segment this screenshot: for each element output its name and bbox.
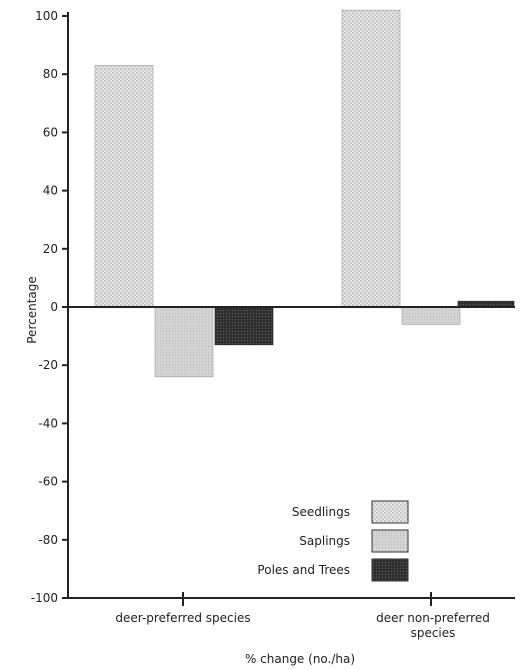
y-tick-label: 100 <box>35 9 58 23</box>
bar-saplings <box>401 306 461 325</box>
y-tick-label: 0 <box>50 300 58 314</box>
x-axis-label: % change (no./ha) <box>245 652 355 666</box>
y-tick-label: 40 <box>43 184 58 198</box>
y-tick-label: 20 <box>43 242 58 256</box>
y-tick-label: -60 <box>38 475 58 489</box>
bar-seedlings <box>341 9 401 308</box>
y-tick-label: 80 <box>43 67 58 81</box>
bar-seedlings <box>94 65 154 308</box>
bars <box>94 9 515 378</box>
y-tick-label: 60 <box>43 125 58 139</box>
legend-label: Poles and Trees <box>257 563 350 577</box>
bar-saplings <box>154 306 214 378</box>
category-label: deer non-preferred species <box>376 611 490 640</box>
legend-swatch <box>371 558 409 582</box>
legend-label: Saplings <box>299 534 350 548</box>
y-tick-label: -40 <box>38 416 58 430</box>
category-label: deer-preferred species <box>115 611 250 625</box>
y-tick-label: -20 <box>38 358 58 372</box>
y-axis-label: Percentage <box>25 276 39 344</box>
legend: Seedlings Saplings Poles and Trees <box>257 500 409 582</box>
bar-poles-and-trees <box>214 306 274 346</box>
legend-swatch <box>371 529 409 553</box>
legend-swatch <box>371 500 409 524</box>
y-tick-label: -100 <box>31 591 58 605</box>
category-labels: deer-preferred species deer non-preferred… <box>115 611 489 640</box>
y-axis-ticks: 100 80 60 40 20 0 -20 -40 -60 -80 -100 <box>31 9 68 605</box>
category-ticks <box>182 592 432 606</box>
legend-label: Seedlings <box>292 505 350 519</box>
y-tick-label: -80 <box>38 533 58 547</box>
